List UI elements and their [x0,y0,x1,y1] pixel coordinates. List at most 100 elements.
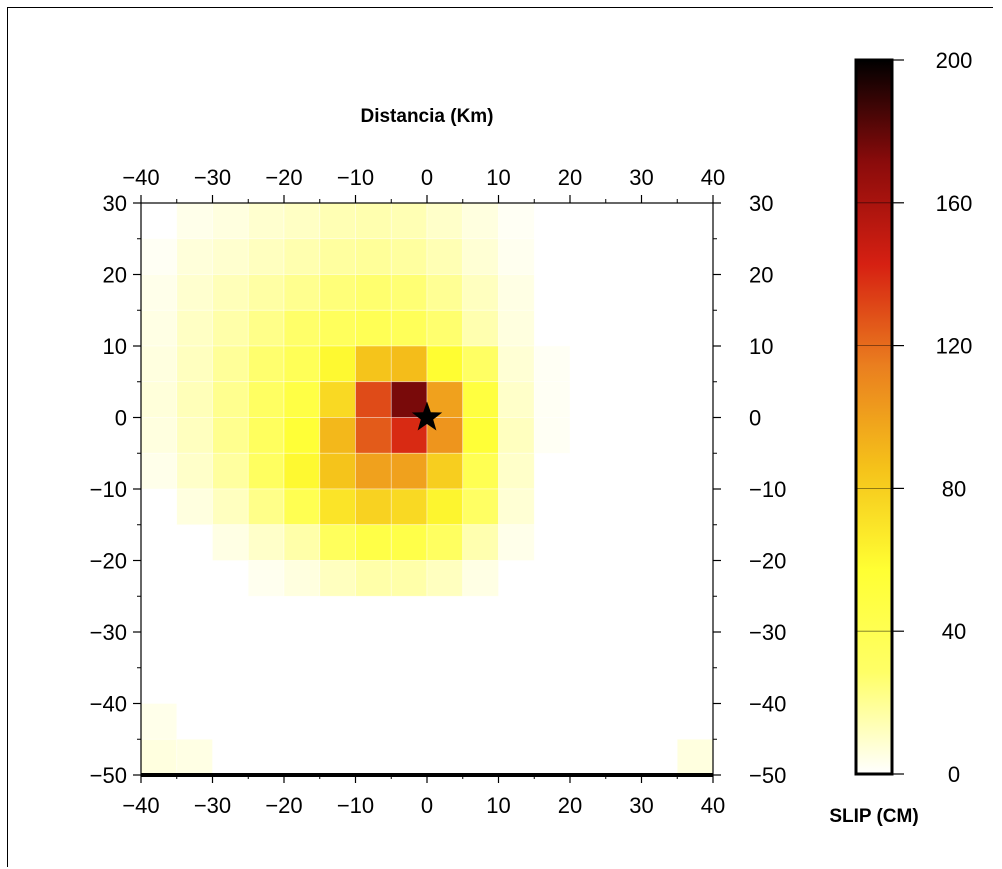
colorbar-tick-label: 200 [936,48,973,73]
heatmap-cell [533,381,571,418]
x-tick-label: 40 [701,165,725,190]
heatmap-cell [176,238,213,275]
heatmap-cell [426,488,464,526]
heatmap-cell [212,202,249,240]
heatmap-cell [247,560,285,597]
heatmap-cells [140,202,714,776]
heatmap-cell [390,309,428,347]
heatmap-cell [212,381,249,418]
x-tick-label: −20 [265,793,302,818]
x-tick-label: 30 [629,165,653,190]
y-tick-label: −40 [90,692,127,717]
y-tick-label: −50 [749,763,786,788]
heatmap-cell [283,381,321,418]
heatmap-cell [355,381,392,418]
heatmap-cell [426,274,464,311]
heatmap-cell [319,488,356,526]
heatmap-cell [176,381,213,418]
x-axis-top: −40 −30 −20 −10 0 10 20 30 40 [122,165,725,203]
heatmap-cell [176,738,213,776]
y-tick-label: 30 [103,191,127,216]
heatmap-cell [247,345,285,383]
heatmap-cell [319,417,356,454]
heatmap-cell [212,524,249,561]
heatmap-cell [247,524,285,561]
heatmap-cell [319,274,356,311]
heatmap-cell [462,452,499,490]
heatmap-cell [283,309,321,347]
x-tick-label: 10 [486,165,510,190]
heatmap-cell [176,488,213,526]
heatmap-cell [498,381,535,418]
colorbar-tick-label: 80 [942,476,966,501]
heatmap-cell [390,524,428,561]
y-tick-label: 20 [749,263,773,288]
heatmap-cell [462,345,499,383]
x-tick-label: 20 [558,793,582,818]
heatmap-cell [283,202,321,240]
heatmap-cell [283,452,321,490]
y-tick-label: 0 [749,406,761,431]
heatmap-cell [247,488,285,526]
heatmap-cell [140,345,178,383]
heatmap-cell [247,309,285,347]
heatmap-cell [140,274,178,311]
x-tick-label: 40 [701,793,725,818]
heatmap-cell [426,381,464,418]
y-axis-right: −50 −40 −30 −20 −10 0 10 20 30 [713,191,786,788]
x-tick-label: 20 [558,165,582,190]
y-tick-label: −40 [749,692,786,717]
heatmap-cell [390,202,428,240]
heatmap-cell [462,488,499,526]
chart-title: Distancia (Km) [360,106,493,127]
heatmap-cell [319,560,356,597]
heatmap-cell [355,202,392,240]
heatmap-cell [390,345,428,383]
heatmap-cell [426,560,464,597]
colorbar-tick-label: 40 [942,619,966,644]
hypocenter-star-icon [411,401,443,431]
x-tick-label: 0 [421,165,433,190]
heatmap-cell [355,417,392,454]
heatmap-cell [283,560,321,597]
heatmap-cell [462,560,499,597]
heatmap-cell [426,452,464,490]
y-tick-label: 10 [103,334,127,359]
heatmap-cell [212,309,249,347]
heatmap-cell [283,345,321,383]
heatmap-cell [676,738,714,776]
heatmap-cell [319,381,356,418]
colorbar-tick-label: 0 [948,762,960,787]
heatmap-cell [355,488,392,526]
y-axis-left: −50 −40 −30 −20 −10 0 10 20 30 [90,191,141,788]
heatmap-cell [140,703,178,740]
heatmap-cell [355,524,392,561]
heatmap-cell [498,417,535,454]
y-tick-label: −20 [90,549,127,574]
heatmap-cell [355,560,392,597]
heatmap-cell [283,417,321,454]
heatmap-cell [462,274,499,311]
heatmap-cell [283,488,321,526]
heatmap-cell [176,274,213,311]
heatmap-cell [533,345,571,383]
x-axis-bottom: −40 −30 −20 −10 0 10 20 30 40 [122,775,725,818]
x-tick-label: −40 [122,793,159,818]
heatmap-cell [176,417,213,454]
heatmap-cell [390,274,428,311]
y-tick-label: −10 [90,477,127,502]
y-tick-label: −30 [90,620,127,645]
y-tick-label: −20 [749,549,786,574]
heatmap-cell [247,238,285,275]
heatmap-cell [498,488,535,526]
heatmap-cell [498,309,535,347]
heatmap-cell [426,417,464,454]
y-tick-label: −50 [90,763,127,788]
heatmap-cell [498,238,535,275]
heatmap-cell [176,202,213,240]
heatmap-cell [212,452,249,490]
heatmap-cell [498,524,535,561]
heatmap-cell [212,488,249,526]
heatmap-cell [355,309,392,347]
